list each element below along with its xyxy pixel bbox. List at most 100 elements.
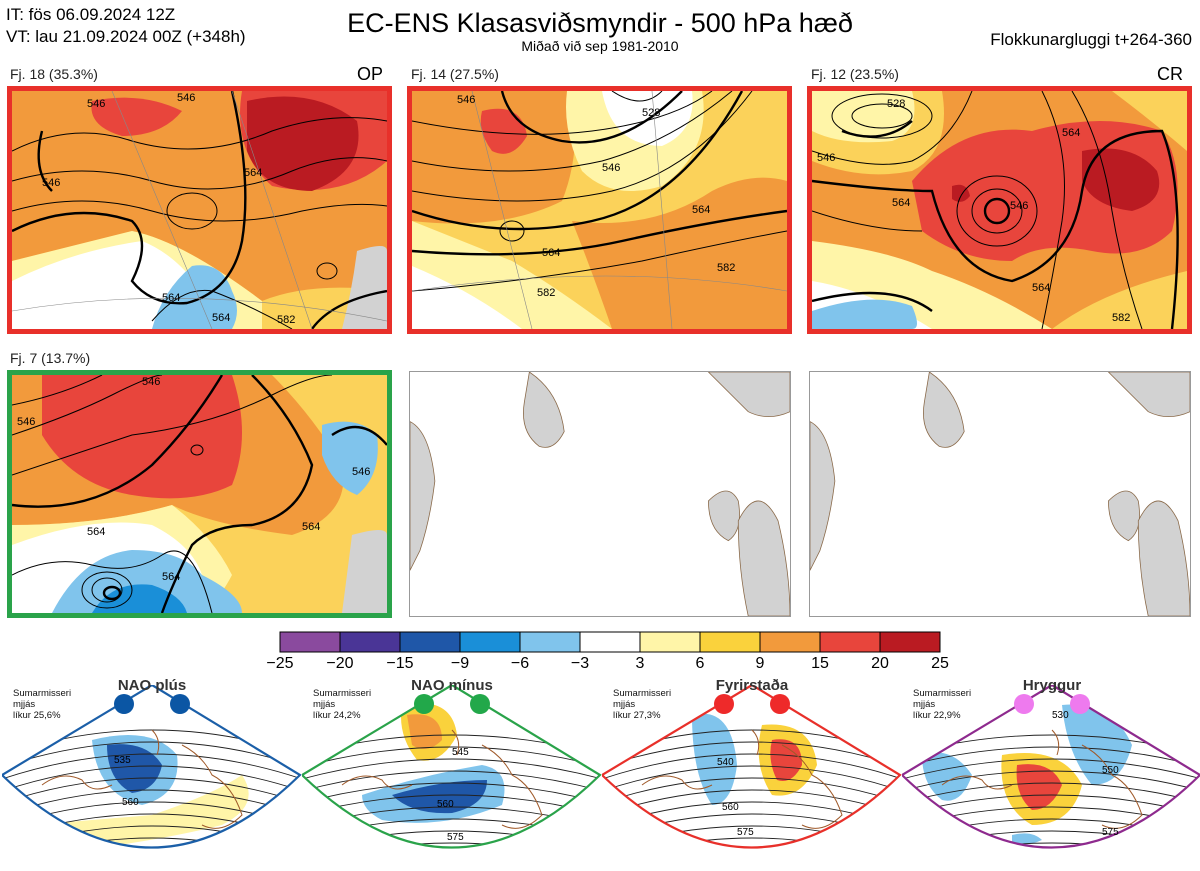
colorbar-tick-label: 20 [871, 655, 889, 672]
height-contour [602, 789, 900, 816]
colorbar-tick-label: 6 [695, 655, 705, 672]
contour-label: 546 [602, 162, 620, 174]
contour-label: 575 [447, 832, 464, 843]
contour-label: 546 [17, 416, 35, 428]
height-contour [302, 842, 600, 848]
height-contour [602, 801, 900, 828]
contour-label: 560 [122, 797, 139, 808]
coastline [941, 729, 1143, 829]
regime-marker [770, 694, 790, 714]
regime-marker [170, 694, 190, 714]
regime-marker [470, 694, 490, 714]
height-contour [602, 753, 900, 780]
contour-label: 582 [277, 314, 295, 326]
contour-label: 564 [212, 312, 230, 324]
anomaly-fill [407, 714, 442, 749]
height-contour [902, 758, 1200, 780]
panel-3-tag: CR [1157, 64, 1183, 84]
contour-label: 546 [817, 152, 835, 164]
page-title: EC-ENS Klasasviðsmyndir - 500 hPa hæð [347, 8, 853, 38]
regime-info-line: Sumarmisseri [913, 688, 972, 699]
valid-time: VT: lau 21.09.2024 00Z (+348h) [6, 27, 246, 46]
height-contour [2, 753, 300, 780]
contour-label: 575 [737, 827, 754, 838]
contour-label: 582 [717, 262, 735, 274]
regime-info: Sumarmisseri mjjás líkur 24,2% [313, 688, 371, 721]
empty-map-panel-6 [809, 371, 1191, 617]
cluster-map-panel-4: 546 546 546 564 564 564 [7, 370, 392, 618]
contour-label: 564 [892, 197, 910, 209]
height-contour [302, 758, 600, 780]
cluster-map-panel-1: 546 546 546 564 564 564 582 [7, 86, 392, 334]
colorbar-swatch [399, 631, 461, 653]
regime-marker [1014, 694, 1034, 714]
contour-label: 564 [302, 521, 320, 533]
contour-label: 546 [142, 376, 160, 388]
anomaly-fill [392, 780, 487, 814]
anomaly-fill [770, 739, 802, 781]
cluster-map-panel-2: 546 528 546 564 564 582 582 [407, 86, 792, 334]
cluster-map-panel-3: 528 546 564 546 564 564 582 [807, 86, 1192, 334]
anomaly-fill [692, 713, 737, 805]
height-contour [902, 842, 1200, 848]
panel-2-label: Fj. 14 (27.5%) [411, 66, 499, 82]
contour-label: 546 [42, 177, 60, 189]
anomaly-fill [922, 752, 972, 801]
regime-info-line: Sumarmisseri [13, 688, 72, 699]
colorbar-swatch [579, 631, 641, 653]
height-contour [902, 746, 1200, 768]
contour-label: 528 [642, 107, 660, 119]
regime-marker [414, 694, 434, 714]
regime-info: Sumarmisseri mjjás líkur 22,9% [913, 688, 971, 721]
colorbar-swatch [699, 631, 761, 653]
height-contour [602, 837, 900, 848]
contour-label: 546 [177, 92, 195, 104]
contour-label: 560 [437, 799, 454, 810]
regime-sector-map: 545 560 575 [302, 685, 602, 849]
anomaly-fill [1012, 833, 1042, 845]
anomaly-fill [1062, 704, 1132, 785]
contour-label: 535 [114, 755, 131, 766]
colorbar-tick-label: −25 [266, 655, 294, 672]
regime-info-line: Sumarmisseri [313, 688, 372, 699]
regime-marker [714, 694, 734, 714]
height-contour [902, 770, 1200, 792]
classification-window: Flokkunargluggi t+264-360 [990, 30, 1192, 49]
regime-info-line: líkur 25,6% [13, 710, 61, 721]
colorbar-tick-label: 3 [635, 655, 645, 672]
contour-label: 550 [1102, 765, 1119, 776]
regime-info-line: Sumarmisseri [613, 688, 672, 699]
regime-info-line: líkur 24,2% [313, 710, 361, 721]
colorbar-tick-label: 9 [755, 655, 765, 672]
colorbar-swatch [519, 631, 581, 653]
contour-label: 582 [537, 287, 555, 299]
contour-label: 560 [722, 802, 739, 813]
anomaly-fill [107, 744, 162, 793]
height-contour [602, 729, 900, 756]
colorbar [279, 631, 941, 653]
colorbar-tick-label: −20 [326, 655, 354, 672]
colorbar-tick-label: −3 [570, 655, 590, 672]
height-contour [2, 765, 300, 792]
page-subtitle: Miðað við sep 1981-2010 [521, 38, 679, 54]
colorbar-swatch [279, 631, 341, 653]
sector-border [302, 685, 602, 849]
regime-marker [1070, 694, 1090, 714]
contour-label: 564 [244, 167, 262, 179]
regime-name: Hryggur [1022, 677, 1082, 694]
regime-info-line: líkur 27,3% [613, 710, 661, 721]
contour-label: 582 [1112, 312, 1130, 324]
colorbar-tick-label: −9 [450, 655, 470, 672]
contour-label: 546 [87, 98, 105, 110]
colorbar-swatch [639, 631, 701, 653]
height-contour [902, 734, 1200, 756]
height-contour [302, 746, 600, 768]
contour-label: 564 [87, 526, 105, 538]
panel-1-label: Fj. 18 (35.3%) [10, 66, 98, 82]
colorbar-swatch [459, 631, 521, 653]
height-contour [602, 741, 900, 768]
colorbar-swatch [819, 631, 881, 653]
panel-3-label: Fj. 12 (23.5%) [811, 66, 899, 82]
coastline [641, 729, 843, 829]
coastline [341, 729, 543, 829]
